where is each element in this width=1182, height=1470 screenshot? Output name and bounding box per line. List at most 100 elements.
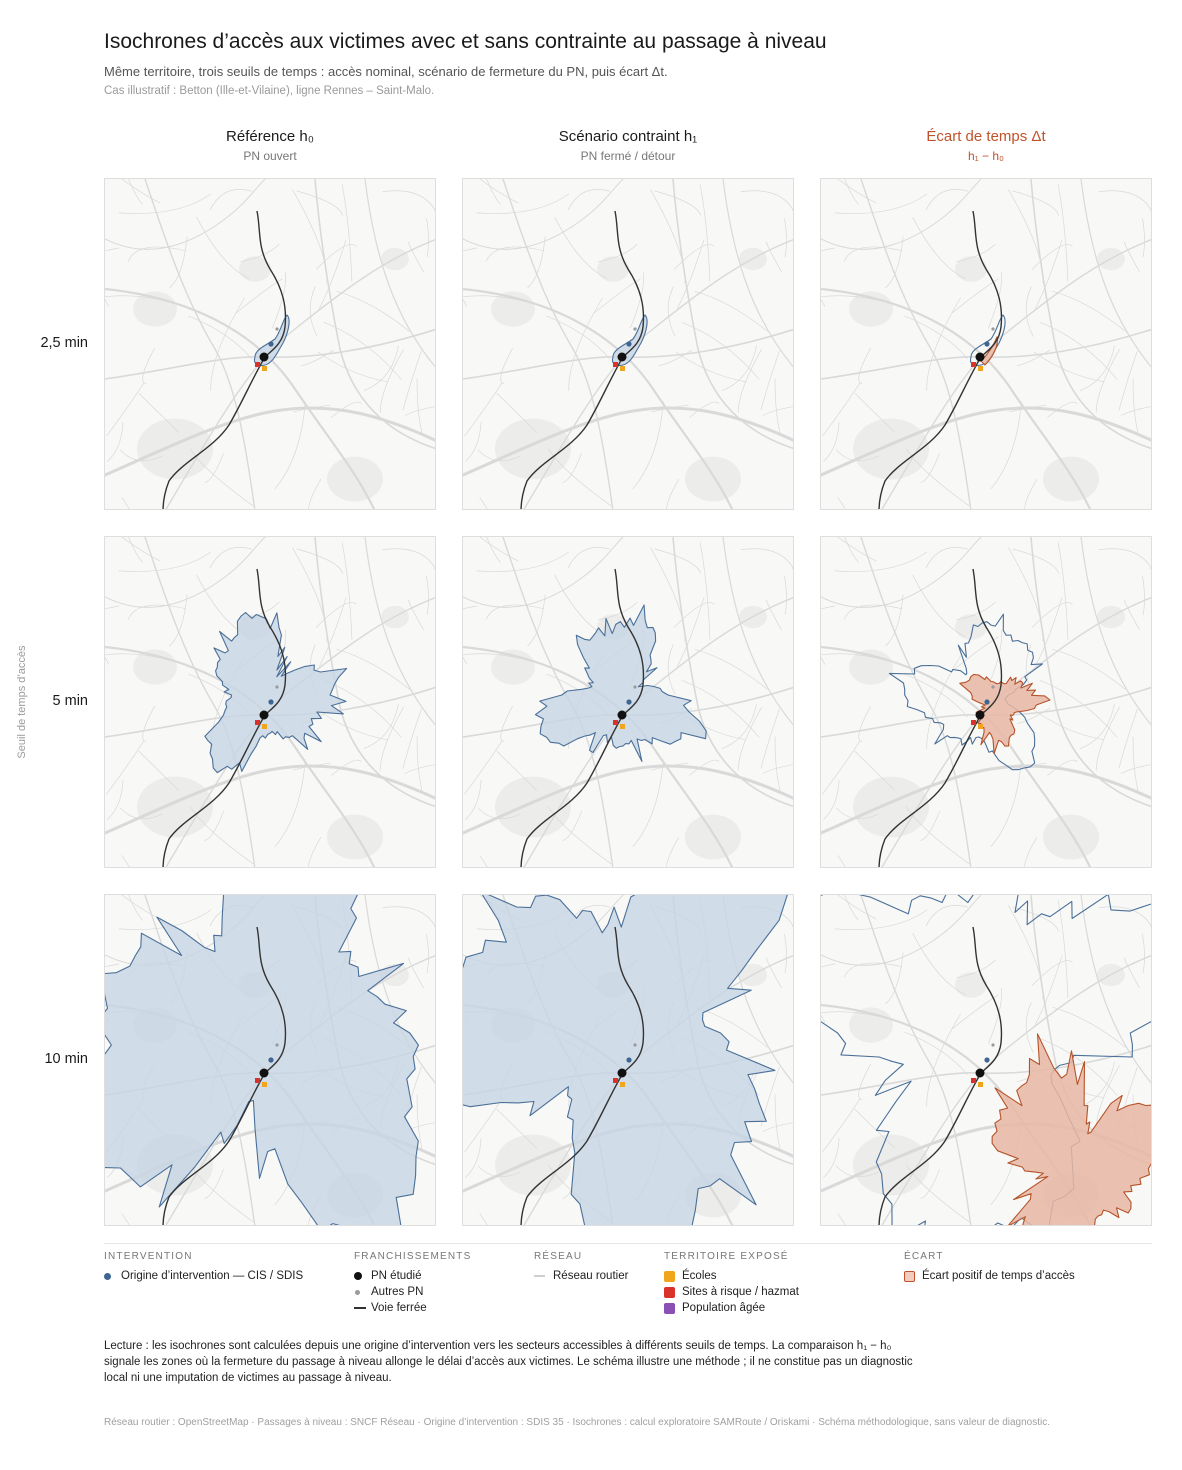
road	[479, 1213, 488, 1225]
road	[762, 1122, 793, 1132]
road	[844, 895, 859, 921]
road	[296, 190, 343, 216]
road	[463, 764, 793, 835]
hazmat-square-icon	[971, 362, 976, 367]
road	[835, 1165, 879, 1178]
road	[821, 406, 1151, 477]
origin-dot-icon	[268, 341, 274, 347]
legend-ecart: ÉCART Écart positif de temps d’accès	[904, 1251, 1075, 1284]
other-pn-dot-icon	[275, 327, 279, 331]
road	[952, 636, 999, 671]
road	[118, 551, 212, 572]
legend-item-other-pn: Autres PN	[354, 1284, 471, 1300]
road	[912, 216, 966, 279]
hazmat-square-icon	[664, 1286, 675, 1298]
isochrone-area	[204, 611, 348, 774]
road	[860, 895, 972, 1225]
road	[169, 236, 188, 289]
legend-intervention: INTERVENTION Origine d’intervention — CI…	[104, 1251, 303, 1284]
road	[319, 597, 347, 667]
road	[433, 208, 435, 211]
road	[567, 547, 611, 569]
road	[1142, 217, 1145, 258]
legend-divider	[104, 1243, 1152, 1244]
road	[650, 547, 686, 642]
road	[854, 1108, 896, 1149]
road	[1132, 736, 1139, 792]
elderly-square-icon	[664, 1302, 675, 1314]
road	[107, 422, 124, 462]
road	[274, 401, 306, 490]
school-square-icon	[620, 366, 625, 371]
road	[463, 287, 734, 509]
road	[885, 594, 904, 647]
road	[210, 297, 245, 392]
road	[379, 348, 404, 413]
column-subtitle: PN ouvert	[243, 149, 297, 163]
delta-area	[991, 1033, 1151, 1225]
road	[546, 315, 610, 359]
road	[105, 537, 266, 608]
road	[331, 759, 362, 776]
other-pn-dot-icon	[275, 1043, 279, 1047]
road	[1098, 190, 1151, 211]
road	[1052, 290, 1126, 332]
road	[426, 217, 429, 258]
road	[567, 189, 611, 211]
road	[527, 236, 546, 289]
urban-area	[853, 418, 929, 480]
road	[925, 905, 969, 927]
road	[844, 537, 859, 563]
road	[165, 239, 435, 509]
road	[774, 378, 781, 434]
road	[121, 497, 130, 509]
map-panel-delta-2-5-min	[820, 178, 1152, 510]
road	[784, 933, 787, 974]
road	[677, 239, 705, 309]
road	[121, 179, 161, 204]
road	[791, 208, 793, 211]
road	[654, 548, 701, 574]
road	[821, 298, 826, 307]
road	[105, 653, 179, 663]
origin-dot-icon	[104, 1272, 111, 1280]
road	[822, 740, 861, 795]
road	[843, 962, 903, 978]
road	[990, 401, 1022, 490]
page-subtitle: Même territoire, trois seuils de temps :…	[104, 64, 668, 79]
road	[314, 537, 435, 808]
road	[105, 295, 179, 305]
column-subtitle: h₁ − h₀	[967, 149, 1005, 163]
road	[486, 179, 501, 205]
hazmat-square-icon	[613, 362, 618, 367]
hazmat-square-icon	[255, 362, 260, 367]
hazmat-square-icon	[255, 1078, 260, 1083]
legend-item-delta: Écart positif de temps d’accès	[904, 1268, 1075, 1284]
road	[1033, 351, 1105, 383]
road	[336, 290, 410, 332]
road	[1124, 241, 1140, 273]
road	[1031, 244, 1073, 270]
road	[144, 179, 256, 509]
road	[293, 404, 331, 413]
road	[562, 452, 582, 483]
road	[479, 179, 519, 204]
road	[118, 193, 212, 214]
road	[837, 179, 877, 204]
road	[629, 271, 645, 329]
road	[912, 574, 966, 637]
school-square-icon	[664, 1270, 675, 1282]
road	[952, 278, 999, 313]
road	[364, 179, 435, 368]
road	[1008, 905, 1044, 1000]
road	[1118, 350, 1138, 411]
road	[274, 759, 306, 848]
road	[834, 551, 928, 572]
road	[594, 278, 641, 313]
origin-dot-icon	[268, 699, 274, 705]
road	[128, 537, 143, 563]
isochrone-area	[463, 895, 788, 1225]
hazmat-square-icon	[255, 720, 260, 725]
road	[121, 537, 161, 562]
road	[465, 1138, 482, 1178]
